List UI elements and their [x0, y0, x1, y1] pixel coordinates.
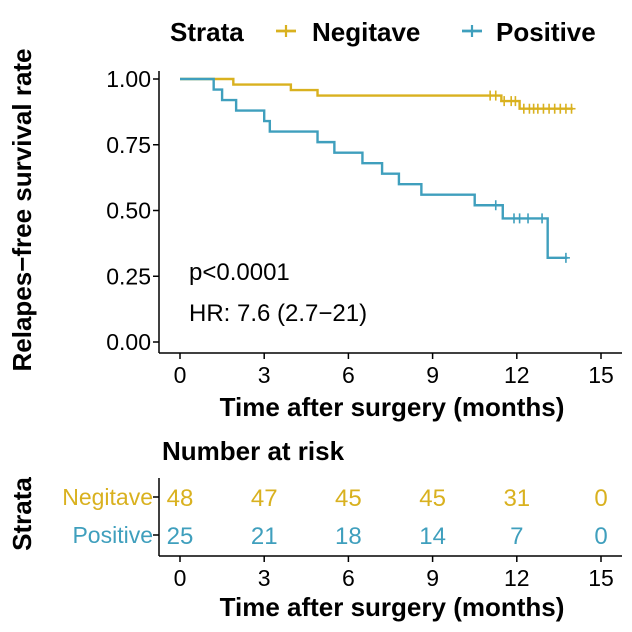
main-axes: 0.00 0.25 0.50 0.75 1.00 0 3 6 9 12 15 — [106, 66, 622, 388]
censor-mark-positive — [538, 213, 547, 224]
series-line-negitave — [180, 77, 573, 110]
risk-table-y-title: Strata — [7, 477, 37, 551]
x-tick-label: 6 — [342, 362, 355, 388]
risk-cell-positive: 0 — [594, 523, 607, 550]
main-series — [180, 77, 576, 263]
risk-cell-negitave: 0 — [594, 485, 607, 512]
risk-cell-negitave: 48 — [167, 485, 194, 512]
y-tick-label: 1.00 — [106, 66, 151, 92]
risk-cell-positive: 7 — [510, 523, 523, 550]
risk-x-tick-label: 9 — [426, 565, 439, 591]
hazard-ratio-annotation: HR: 7.6 (2.7−21) — [189, 300, 367, 327]
y-tick-label: 0.00 — [106, 329, 151, 355]
censor-mark-positive — [515, 213, 524, 224]
risk-cell-positive: 18 — [335, 523, 362, 550]
series-line-positive — [180, 77, 568, 260]
x-tick-label: 12 — [504, 362, 530, 388]
risk-x-tick-label: 0 — [174, 565, 187, 591]
main-x-axis-title: Time after surgery (months) — [220, 392, 565, 422]
y-tick-label: 0.50 — [106, 198, 151, 224]
legend-key-positive — [462, 25, 482, 37]
censor-mark-negitave — [500, 96, 509, 107]
legend: Strata Negitave Positive — [170, 17, 596, 47]
risk-x-axis-title: Time after surgery (months) — [220, 592, 565, 622]
censor-mark-positive — [561, 252, 570, 263]
y-tick-label: 0.75 — [106, 132, 151, 158]
risk-row-label-positive: Positive — [72, 522, 153, 548]
legend-key-negitave — [276, 25, 296, 37]
risk-cell-negitave: 45 — [419, 485, 446, 512]
risk-cell-negitave: 31 — [503, 485, 530, 512]
x-tick-label: 0 — [174, 362, 187, 388]
legend-title: Strata — [170, 17, 244, 47]
censor-mark-negitave — [511, 96, 520, 107]
legend-label-negitave: Negitave — [312, 17, 420, 47]
risk-table-title: Number at risk — [162, 436, 345, 466]
x-tick-label: 9 — [426, 362, 439, 388]
risk-row-label-negitave: Negitave — [62, 484, 153, 510]
censor-mark-negitave — [567, 103, 576, 114]
risk-x-tick-label: 3 — [258, 565, 271, 591]
risk-x-tick-label: 12 — [504, 565, 530, 591]
censor-mark-positive — [524, 213, 533, 224]
risk-cell-negitave: 47 — [251, 485, 278, 512]
risk-cell-positive: 21 — [251, 523, 278, 550]
p-value-annotation: p<0.0001 — [189, 259, 290, 286]
legend-label-positive: Positive — [496, 17, 596, 47]
y-tick-label: 0.25 — [106, 263, 151, 289]
risk-cell-positive: 25 — [167, 523, 194, 550]
risk-table: Negitave 48 47 45 45 31 0 Positive 25 21 18 14 7 0 0 3 6… — [62, 478, 622, 591]
censor-mark-negitave — [491, 90, 500, 101]
censor-mark-positive — [491, 200, 500, 211]
risk-x-tick-label: 15 — [588, 565, 614, 591]
risk-cell-positive: 14 — [419, 523, 446, 550]
risk-x-tick-label: 6 — [342, 565, 355, 591]
risk-cell-negitave: 45 — [335, 485, 362, 512]
y-axis-title: Relapes−free survival rate — [7, 48, 37, 371]
x-tick-label: 15 — [588, 362, 614, 388]
x-tick-label: 3 — [258, 362, 271, 388]
